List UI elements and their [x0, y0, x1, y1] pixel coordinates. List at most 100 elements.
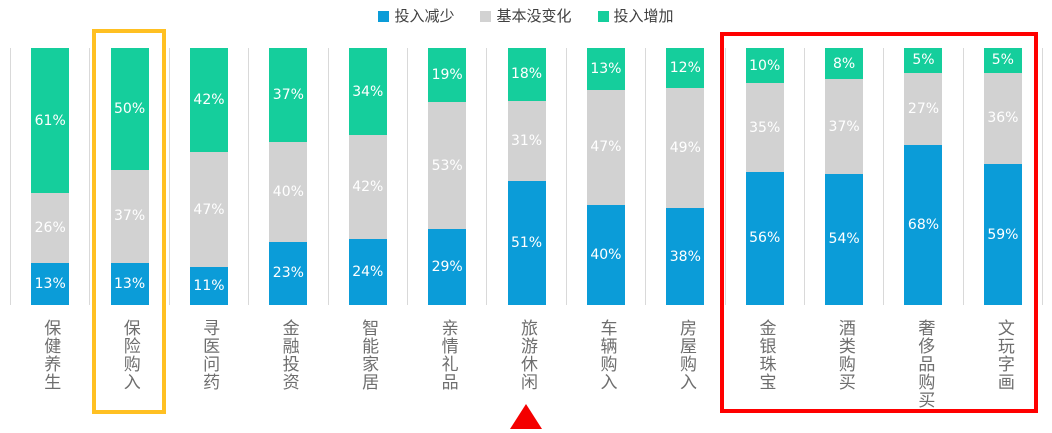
bar-segment: 5%: [983, 48, 1022, 73]
data-label: 5%: [912, 52, 935, 69]
grid-column: 5% 27% 68%: [883, 48, 962, 305]
bar: 5% 27% 68%: [904, 48, 943, 305]
data-label: 50%: [114, 100, 146, 117]
category-axis: 保健养生 保险购入 寻医问药 金融投资 智能家居 亲情礼品 旅游休闲 车辆购入 房屋购入 金银珠宝…: [10, 319, 1043, 423]
data-label: 19%: [431, 67, 463, 84]
data-label: 42%: [193, 92, 225, 109]
bar: 5% 36% 59%: [983, 48, 1022, 305]
data-label: 42%: [352, 179, 384, 196]
bar-segment: 5%: [904, 48, 943, 73]
bar-segment: 11%: [189, 267, 228, 305]
category-axis-item: 旅游休闲: [487, 319, 566, 423]
legend: 投入减少 基本没变化 投入增加: [0, 9, 1052, 24]
legend-swatch-icon: [480, 11, 492, 22]
bar-segment: 13%: [586, 48, 625, 90]
bar: 13% 47% 40%: [586, 48, 625, 305]
bar: 10% 35% 56%: [745, 48, 784, 305]
data-label: 29%: [431, 259, 463, 276]
data-label: 59%: [987, 226, 1019, 243]
legend-label: 投入增加: [613, 7, 674, 25]
data-label: 12%: [669, 60, 701, 77]
bar-segment: 37%: [269, 48, 308, 142]
data-label: 18%: [510, 66, 543, 83]
data-label: 36%: [987, 110, 1019, 127]
bar: 18% 31% 51%: [507, 48, 546, 306]
grid-column: 37% 40% 23%: [248, 48, 327, 305]
data-label: 31%: [510, 133, 543, 150]
category-label: 文玩字画: [993, 319, 1014, 391]
data-label: 23%: [272, 265, 304, 282]
data-label: 27%: [907, 100, 940, 117]
bar: 19% 53% 29%: [428, 48, 467, 306]
category-axis-item: 保险购入: [89, 319, 168, 423]
data-label: 13%: [114, 276, 146, 293]
legend-swatch-icon: [378, 11, 390, 22]
grid-column: 19% 53% 29%: [406, 48, 486, 306]
data-label: 35%: [749, 119, 781, 136]
bar-segment: 54%: [825, 173, 864, 305]
data-label: 13%: [590, 60, 622, 77]
bar-segment: 49%: [666, 88, 705, 209]
data-label: 37%: [272, 86, 304, 103]
category-axis-item: 车辆购入: [566, 319, 645, 423]
data-label: 47%: [590, 139, 622, 156]
category-axis-item: 亲情礼品: [407, 319, 486, 423]
data-label: 56%: [749, 230, 781, 247]
category-axis-item: 文玩字画: [964, 319, 1043, 423]
category-label: 房屋购入: [675, 319, 696, 391]
bar-segment: 34%: [348, 48, 387, 136]
category-axis-item: 酒类购买: [805, 319, 884, 423]
data-label: 49%: [669, 140, 701, 157]
category-axis-item: 房屋购入: [646, 319, 725, 423]
data-label: 8%: [832, 55, 856, 72]
bar: 12% 49% 38%: [666, 48, 705, 306]
data-label: 10%: [749, 57, 781, 74]
legend-item: 基本没变化: [480, 9, 572, 24]
category-axis-item: 智能家居: [328, 319, 407, 423]
category-label: 寻医问药: [199, 319, 220, 391]
bar-segment: 47%: [586, 89, 625, 205]
category-label: 亲情礼品: [437, 319, 458, 391]
bar-segment: 24%: [348, 239, 387, 305]
data-label: 68%: [907, 216, 940, 233]
grid-column: 5% 36% 59%: [962, 48, 1042, 305]
data-label: 34%: [352, 83, 384, 100]
data-label: 37%: [114, 208, 146, 225]
bar-segment: 37%: [825, 79, 864, 174]
data-label: 5%: [991, 52, 1014, 69]
category-label: 智能家居: [358, 319, 379, 391]
bar: 50% 37% 13%: [110, 48, 149, 305]
bar-segment: 42%: [189, 48, 228, 153]
data-label: 24%: [352, 264, 384, 281]
grid-column: 42% 47% 11%: [168, 48, 248, 305]
plot-area: 61% 26% 13% 50% 37% 13% 42% 47% 11% 37% 40% 23% …: [10, 48, 1043, 306]
bar: 61% 26% 13%: [31, 48, 70, 306]
data-label: 11%: [193, 278, 225, 295]
data-label: 37%: [828, 118, 860, 135]
bar-segment: 23%: [269, 241, 308, 305]
legend-item: 投入减少: [378, 9, 454, 24]
bar-segment: 18%: [507, 48, 546, 101]
bar-segment: 56%: [745, 171, 784, 305]
category-label: 金融投资: [278, 319, 299, 391]
category-label: 奢侈品购买: [914, 319, 935, 409]
category-axis-item: 保健养生: [10, 319, 89, 423]
data-label: 40%: [272, 183, 304, 200]
bar-segment: 8%: [825, 48, 864, 80]
bar-segment: 35%: [745, 83, 784, 172]
category-label: 保健养生: [40, 319, 61, 391]
legend-swatch-icon: [597, 11, 609, 22]
category-label: 车辆购入: [596, 319, 617, 391]
bar-segment: 38%: [666, 208, 705, 306]
category-label: 金银珠宝: [755, 319, 776, 391]
bar: 42% 47% 11%: [189, 48, 228, 305]
category-axis-item: 金银珠宝: [725, 319, 804, 423]
bar-segment: 19%: [428, 48, 467, 103]
grid-column: 13% 47% 40%: [565, 48, 645, 305]
category-axis-item: 金融投资: [248, 319, 327, 423]
category-axis-item: 寻医问药: [169, 319, 248, 423]
bar-segment: 10%: [745, 48, 784, 84]
bar-segment: 40%: [586, 205, 625, 305]
data-label: 61%: [34, 112, 66, 129]
